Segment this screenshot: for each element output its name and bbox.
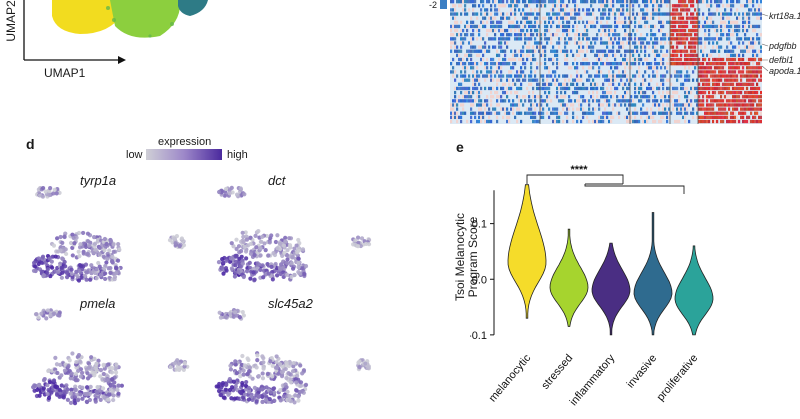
umap-xlabel: UMAP1 — [44, 66, 86, 80]
umap-cluster-green — [110, 0, 181, 38]
violin-melanocytic — [507, 184, 547, 319]
heatmap-gene-label: defbl1 — [769, 55, 794, 65]
x-tick-label: inflammatory — [568, 352, 618, 408]
feature-plot-dct — [216, 185, 372, 283]
significance-bracket — [526, 174, 685, 194]
gene-label-tyrp1a: tyrp1a — [80, 173, 117, 188]
umap-ylabel: UMAP2 — [4, 0, 18, 42]
legend-high: high — [227, 149, 248, 161]
violin-chart: 0.1 0.0 -0.1melanocyticstressedinflammator… — [470, 164, 714, 408]
heatmap-gene-label: apoda.1 — [769, 66, 800, 76]
heatmap-gene-label: krt18a.1 — [769, 11, 800, 21]
feature-plot-tyrp1a — [31, 185, 187, 283]
violin-stressed — [549, 228, 589, 327]
gene-label-pmela: pmela — [80, 296, 116, 311]
umap-cluster-yellow — [52, 0, 122, 34]
legend-title: expression — [158, 136, 212, 148]
y-tick-label: 0.1 — [472, 219, 487, 231]
panel-label-e: e — [456, 139, 464, 155]
feature-plot-pmela — [31, 308, 190, 406]
significance-stars: **** — [570, 164, 588, 176]
feature-plot-slc45a2 — [214, 307, 371, 405]
y-tick-label: 0.0 — [472, 274, 487, 286]
x-tick-label: melanocytic — [487, 352, 534, 405]
gene-label-slc45a2: slc45a2 — [268, 296, 313, 311]
x-tick-label: stressed — [539, 352, 575, 392]
heatmap-gene-label: pdgfbb — [769, 41, 797, 51]
heatmap-scale-bar — [440, 0, 447, 9]
violin-inflammatory — [591, 242, 631, 336]
y-tick-label: -0.1 — [470, 330, 487, 342]
umap-cluster-teal — [178, 0, 208, 16]
heatmap-label-connectors — [761, 13, 769, 72]
x-tick-label: proliferative — [655, 352, 701, 403]
violin-proliferative — [674, 245, 714, 336]
violin-invasive — [633, 212, 673, 336]
panel-label-d: d — [26, 136, 35, 152]
x-tick-label: invasive — [625, 352, 660, 390]
umap-panel — [23, 0, 208, 64]
heatmap-scale-tick: -2 — [429, 0, 438, 10]
expression-colorbar — [146, 149, 222, 160]
expression-heatmap — [450, 0, 762, 124]
legend-low: low — [126, 149, 143, 161]
gene-label-dct: dct — [268, 173, 286, 188]
